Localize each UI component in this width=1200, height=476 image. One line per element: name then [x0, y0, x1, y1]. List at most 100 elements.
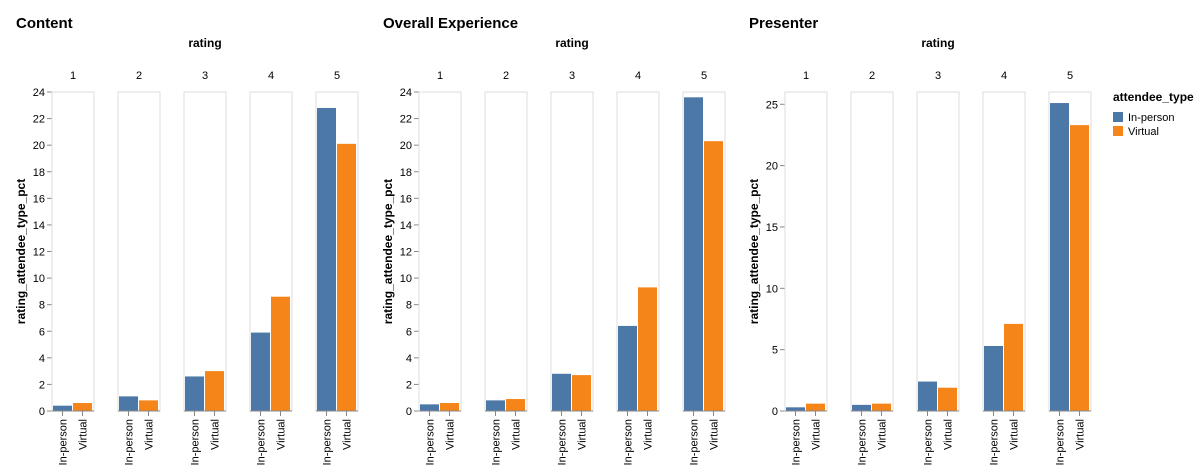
bar-in-person-rating-3	[918, 381, 937, 411]
x-tick-label: In-person	[491, 419, 503, 465]
y-tick-label: 20	[766, 161, 778, 173]
facet-label: 2	[869, 70, 875, 82]
x-tick-label: In-person	[989, 419, 1001, 465]
y-tick-label: 0	[406, 406, 412, 418]
x-tick-label: In-person	[256, 419, 268, 465]
bar-in-person-rating-4	[984, 345, 1003, 411]
x-tick-label: In-person	[425, 419, 437, 465]
facet-label: 2	[503, 70, 509, 82]
bar-in-person-rating-1	[53, 405, 72, 411]
y-tick-label: 18	[400, 167, 412, 179]
chart-title: Presenter	[749, 15, 818, 32]
x-tick-label: In-person	[557, 419, 569, 465]
x-tick-label: In-person	[1055, 419, 1067, 465]
facet-label: 5	[701, 70, 707, 82]
x-tick-label: Virtual	[144, 419, 156, 450]
y-axis-label: rating_attendee_type_pct	[747, 179, 761, 324]
y-tick-label: 5	[772, 345, 778, 357]
bar-virtual-rating-4	[638, 287, 657, 411]
facet-label: 3	[935, 70, 941, 82]
x-tick-label: Virtual	[342, 419, 354, 450]
bar-in-person-rating-3	[552, 373, 571, 411]
facet-label: 2	[136, 70, 142, 82]
y-tick-label: 4	[39, 353, 45, 365]
facet-label: 4	[1001, 70, 1007, 82]
x-tick-label: Virtual	[811, 419, 823, 450]
x-tick-label: Virtual	[943, 419, 955, 450]
bar-virtual-rating-2	[139, 400, 158, 411]
bar-in-person-rating-3	[185, 376, 204, 411]
y-tick-label: 14	[400, 220, 412, 232]
y-tick-label: 2	[406, 379, 412, 391]
facet-label: 1	[437, 70, 443, 82]
x-tick-label: Virtual	[445, 419, 457, 450]
x-tick-label: Virtual	[709, 419, 721, 450]
bar-virtual-rating-3	[572, 375, 591, 411]
legend-swatch-in-person	[1113, 112, 1123, 122]
facet-label: 3	[569, 70, 575, 82]
facet-label: 5	[334, 70, 340, 82]
legend-entry-label: In-person	[1128, 112, 1174, 124]
facet-label: 5	[1067, 70, 1073, 82]
facet-cell-frame	[850, 91, 894, 412]
bar-in-person-rating-5	[317, 107, 336, 411]
y-tick-label: 14	[33, 220, 45, 232]
y-tick-label: 6	[39, 326, 45, 338]
facet-cell-frame	[784, 91, 828, 412]
legend-entry-label: Virtual	[1128, 126, 1159, 138]
bar-virtual-rating-5	[1070, 125, 1089, 411]
y-tick-label: 10	[766, 283, 778, 295]
facet-label: 4	[268, 70, 274, 82]
y-tick-label: 25	[766, 99, 778, 111]
x-tick-label: In-person	[58, 419, 70, 465]
bar-virtual-rating-1	[806, 403, 825, 411]
bar-in-person-rating-4	[251, 332, 270, 411]
x-tick-label: Virtual	[511, 419, 523, 450]
bar-in-person-rating-2	[119, 396, 138, 411]
y-tick-label: 20	[400, 140, 412, 152]
bar-in-person-rating-1	[786, 407, 805, 411]
facet-cell-frame	[484, 91, 528, 412]
bar-in-person-rating-2	[486, 400, 505, 411]
x-tick-label: In-person	[124, 419, 136, 465]
facet-header-title: rating	[555, 36, 588, 50]
facet-label: 1	[803, 70, 809, 82]
y-tick-label: 12	[400, 247, 412, 259]
facet-label: 4	[635, 70, 641, 82]
y-tick-label: 0	[39, 406, 45, 418]
y-tick-label: 22	[33, 114, 45, 126]
bar-virtual-rating-4	[1004, 323, 1023, 411]
bar-virtual-rating-3	[938, 387, 957, 411]
x-tick-label: In-person	[923, 419, 935, 465]
x-tick-label: Virtual	[643, 419, 655, 450]
bar-virtual-rating-5	[704, 141, 723, 411]
y-tick-label: 10	[33, 273, 45, 285]
facet-cell-frame	[117, 91, 161, 412]
x-tick-label: In-person	[190, 419, 202, 465]
bar-in-person-rating-5	[1050, 103, 1069, 412]
bar-in-person-rating-5	[684, 97, 703, 412]
bar-virtual-rating-2	[872, 403, 891, 411]
bar-in-person-rating-2	[852, 404, 871, 411]
facet-cell-frame	[550, 91, 594, 412]
y-tick-label: 22	[400, 114, 412, 126]
facet-cell-frame	[418, 91, 462, 412]
y-tick-label: 8	[39, 300, 45, 312]
y-tick-label: 8	[406, 300, 412, 312]
y-tick-label: 24	[33, 87, 45, 99]
x-tick-label: In-person	[857, 419, 869, 465]
x-tick-label: In-person	[322, 419, 334, 465]
y-tick-label: 0	[772, 406, 778, 418]
bar-virtual-rating-3	[205, 371, 224, 411]
facet-header-title: rating	[188, 36, 221, 50]
bar-in-person-rating-4	[618, 325, 637, 411]
facet-cell-frame	[51, 91, 95, 412]
y-tick-label: 12	[33, 247, 45, 259]
x-tick-label: In-person	[689, 419, 701, 465]
facet-cell-frame	[916, 91, 960, 412]
x-tick-label: Virtual	[577, 419, 589, 450]
x-tick-label: In-person	[623, 419, 635, 465]
x-tick-label: Virtual	[877, 419, 889, 450]
y-tick-label: 2	[39, 379, 45, 391]
x-tick-label: Virtual	[1075, 419, 1087, 450]
